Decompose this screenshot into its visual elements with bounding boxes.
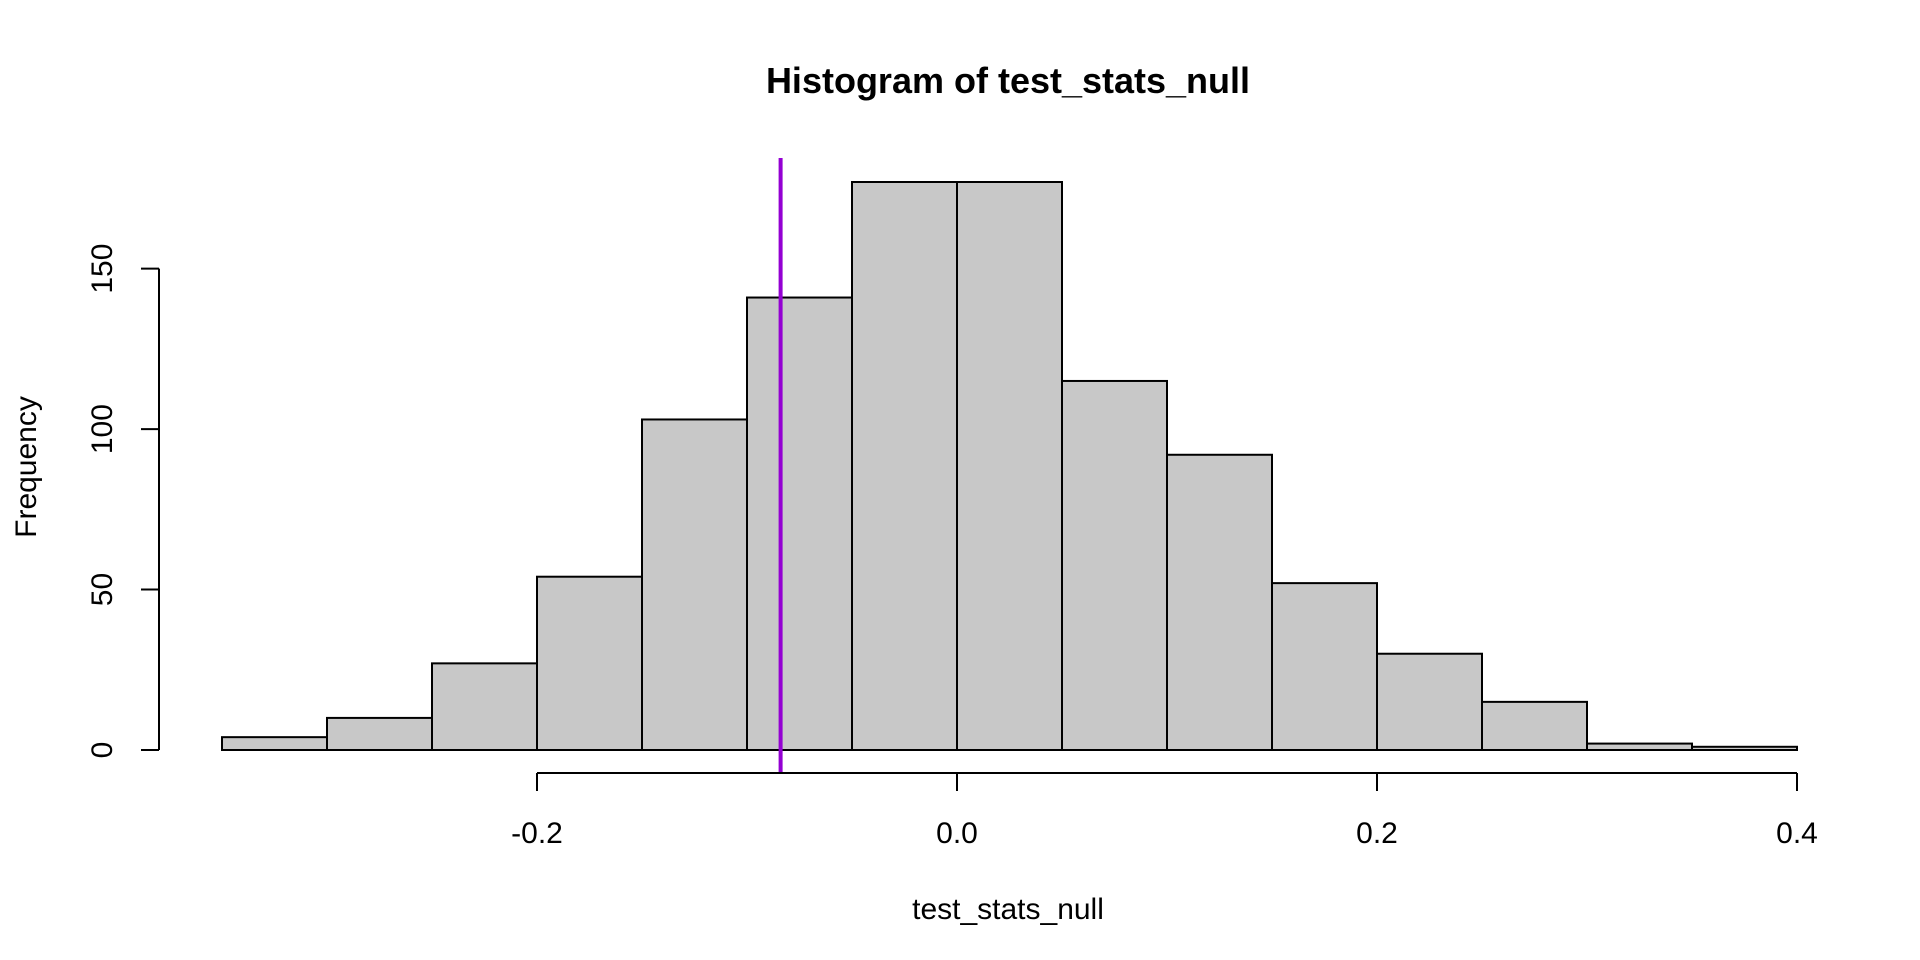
x-tick-label: 0.2 [1356,817,1398,850]
histogram-bar [956,181,1063,751]
histogram-bar [641,418,748,751]
y-tick-label: 50 [86,573,119,606]
histogram-bar [1691,745,1798,751]
y-tick-label: 150 [86,244,119,294]
histogram-bar [221,736,328,751]
y-tick-label: 0 [86,742,119,759]
histogram-bar [851,181,958,751]
x-tick-label: 0.0 [936,817,978,850]
histogram-bar [536,575,643,751]
bars-group [221,181,1798,752]
histogram-bar [1271,582,1378,751]
histogram-bar [431,662,538,752]
x-tick-label: -0.2 [511,817,563,850]
x-axis-label: test_stats_null [912,893,1104,926]
y-axis: 0 50 100 150 [86,244,160,759]
x-tick-label: 0.4 [1776,817,1818,850]
histogram-bar [1166,453,1273,751]
y-axis-label: Frequency [10,396,43,538]
histogram-bar [1061,379,1168,751]
histogram-bar [326,716,433,752]
histogram-bar [1586,742,1693,751]
histogram-bar [1376,652,1483,752]
x-axis: -0.2 0.0 0.2 0.4 [511,772,1818,850]
histogram-bar [1481,700,1588,751]
histogram-bar [746,296,853,751]
y-tick-label: 100 [86,404,119,454]
chart-title: Histogram of test_stats_null [766,60,1250,101]
